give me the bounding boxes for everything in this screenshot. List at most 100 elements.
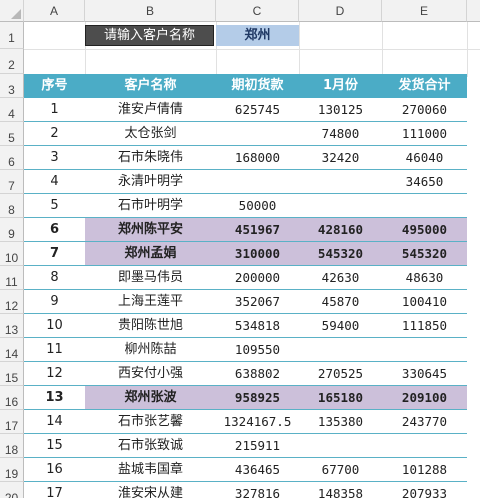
row-header-8[interactable]: 8 xyxy=(0,194,24,218)
january-cell[interactable]: 32420 xyxy=(321,150,360,165)
row-header-6[interactable]: 6 xyxy=(0,146,24,170)
cell-grid[interactable]: 请输入客户名称 郑州 xyxy=(24,22,480,498)
row-header-3[interactable]: 3 xyxy=(0,74,24,98)
opening-balance-cell[interactable]: 352067 xyxy=(234,294,281,309)
january-cell[interactable] xyxy=(299,194,382,217)
column-header-c[interactable]: C xyxy=(216,0,299,22)
row-header-9[interactable]: 9 xyxy=(0,218,24,242)
row-number-cell[interactable]: 16 xyxy=(46,462,63,477)
customer-name-cell[interactable]: 石市张致诚 xyxy=(117,438,183,453)
row-header-20[interactable]: 20 xyxy=(0,482,24,498)
shipment-total-cell[interactable]: 34650 xyxy=(405,174,444,189)
shipment-total-cell[interactable] xyxy=(382,338,467,361)
column-header-d[interactable]: D xyxy=(299,0,382,22)
row-number-cell[interactable]: 10 xyxy=(46,318,63,333)
row-number-cell[interactable]: 8 xyxy=(50,270,59,285)
customer-name-cell[interactable]: 淮安卢倩倩 xyxy=(117,102,183,117)
opening-balance-cell[interactable]: 168000 xyxy=(234,150,281,165)
row-header-12[interactable]: 12 xyxy=(0,290,24,314)
row-header-2[interactable]: 2 xyxy=(0,49,24,74)
column-header-f[interactable] xyxy=(467,0,480,22)
customer-name-cell[interactable]: 淮安宋从建 xyxy=(117,486,183,498)
january-cell[interactable]: 428160 xyxy=(299,218,382,241)
january-cell[interactable]: 130125 xyxy=(317,102,364,117)
customer-name-input[interactable]: 郑州 xyxy=(216,25,299,46)
row-number-cell[interactable]: 6 xyxy=(49,222,60,237)
select-all-corner[interactable] xyxy=(0,0,24,22)
january-cell[interactable]: 74800 xyxy=(321,126,360,141)
opening-balance-cell[interactable]: 451967 xyxy=(216,218,299,241)
opening-balance-cell[interactable]: 958925 xyxy=(216,386,299,409)
shipment-total-cell[interactable]: 207933 xyxy=(401,486,448,498)
customer-name-cell[interactable]: 贵阳陈世旭 xyxy=(117,318,183,333)
row-header-5[interactable]: 5 xyxy=(0,122,24,146)
shipment-total-cell[interactable]: 111850 xyxy=(401,318,448,333)
row-number-cell[interactable]: 5 xyxy=(50,198,59,213)
column-header-a[interactable]: A xyxy=(24,0,85,22)
row-number-cell[interactable]: 1 xyxy=(50,102,59,117)
january-cell[interactable]: 270525 xyxy=(317,366,364,381)
january-cell[interactable] xyxy=(299,434,382,457)
row-header-7[interactable]: 7 xyxy=(0,170,24,194)
customer-name-cell[interactable]: 柳州陈喆 xyxy=(124,342,177,357)
row-number-cell[interactable]: 9 xyxy=(50,294,59,309)
january-cell[interactable]: 165180 xyxy=(299,386,382,409)
shipment-total-cell[interactable]: 111000 xyxy=(401,126,448,141)
shipment-total-cell[interactable]: 48630 xyxy=(405,270,444,285)
opening-balance-cell[interactable]: 327816 xyxy=(234,486,281,498)
shipment-total-cell[interactable]: 243770 xyxy=(401,414,448,429)
row-header-16[interactable]: 16 xyxy=(0,386,24,410)
row-number-cell[interactable]: 15 xyxy=(46,438,63,453)
row-header-18[interactable]: 18 xyxy=(0,434,24,458)
opening-balance-cell[interactable]: 625745 xyxy=(234,102,281,117)
column-header-b[interactable]: B xyxy=(85,0,216,22)
row-number-cell[interactable]: 3 xyxy=(50,150,59,165)
customer-name-cell[interactable]: 石市叶明学 xyxy=(117,198,183,213)
customer-name-cell[interactable]: 西安付小强 xyxy=(117,366,183,381)
row-header-11[interactable]: 11 xyxy=(0,266,24,290)
opening-balance-cell[interactable] xyxy=(216,122,299,145)
january-cell[interactable]: 59400 xyxy=(321,318,360,333)
january-cell[interactable]: 545320 xyxy=(299,242,382,265)
shipment-total-cell[interactable]: 330645 xyxy=(401,366,448,381)
opening-balance-cell[interactable] xyxy=(216,170,299,193)
row-number-cell[interactable]: 14 xyxy=(46,414,63,429)
shipment-total-cell[interactable]: 46040 xyxy=(405,150,444,165)
customer-name-cell[interactable]: 郑州陈平安 xyxy=(85,218,216,241)
january-cell[interactable]: 67700 xyxy=(321,462,360,477)
row-header-1[interactable]: 1 xyxy=(0,22,24,49)
january-cell[interactable]: 135380 xyxy=(317,414,364,429)
row-header-10[interactable]: 10 xyxy=(0,242,24,266)
customer-name-cell[interactable]: 太仓张剑 xyxy=(124,126,177,141)
january-cell[interactable] xyxy=(299,338,382,361)
row-number-cell[interactable]: 17 xyxy=(46,486,63,498)
row-header-15[interactable]: 15 xyxy=(0,362,24,386)
customer-name-cell[interactable]: 上海王莲平 xyxy=(117,294,183,309)
january-cell[interactable]: 42630 xyxy=(321,270,360,285)
shipment-total-cell[interactable]: 101288 xyxy=(401,462,448,477)
opening-balance-cell[interactable]: 638802 xyxy=(234,366,281,381)
opening-balance-cell[interactable]: 1324167.5 xyxy=(223,414,292,429)
opening-balance-cell[interactable]: 436465 xyxy=(234,462,281,477)
customer-name-cell[interactable]: 石市张艺馨 xyxy=(117,414,183,429)
row-number-cell[interactable]: 12 xyxy=(46,366,63,381)
january-cell[interactable]: 45870 xyxy=(321,294,360,309)
row-header-14[interactable]: 14 xyxy=(0,338,24,362)
opening-balance-cell[interactable]: 200000 xyxy=(234,270,281,285)
row-header-4[interactable]: 4 xyxy=(0,98,24,122)
row-header-13[interactable]: 13 xyxy=(0,314,24,338)
shipment-total-cell[interactable] xyxy=(382,194,467,217)
shipment-total-cell[interactable]: 209100 xyxy=(382,386,467,409)
row-number-cell[interactable]: 11 xyxy=(46,342,63,357)
opening-balance-cell[interactable]: 310000 xyxy=(216,242,299,265)
row-number-cell[interactable]: 7 xyxy=(49,246,60,261)
shipment-total-cell[interactable] xyxy=(382,434,467,457)
january-cell[interactable]: 148358 xyxy=(317,486,364,498)
customer-name-cell[interactable]: 永清叶明学 xyxy=(117,174,183,189)
opening-balance-cell[interactable]: 109550 xyxy=(234,342,281,357)
opening-balance-cell[interactable]: 50000 xyxy=(238,198,277,213)
customer-name-cell[interactable]: 石市朱晓伟 xyxy=(117,150,183,165)
row-number-cell[interactable]: 4 xyxy=(50,174,59,189)
row-number-cell[interactable]: 13 xyxy=(45,390,64,405)
shipment-total-cell[interactable]: 100410 xyxy=(401,294,448,309)
